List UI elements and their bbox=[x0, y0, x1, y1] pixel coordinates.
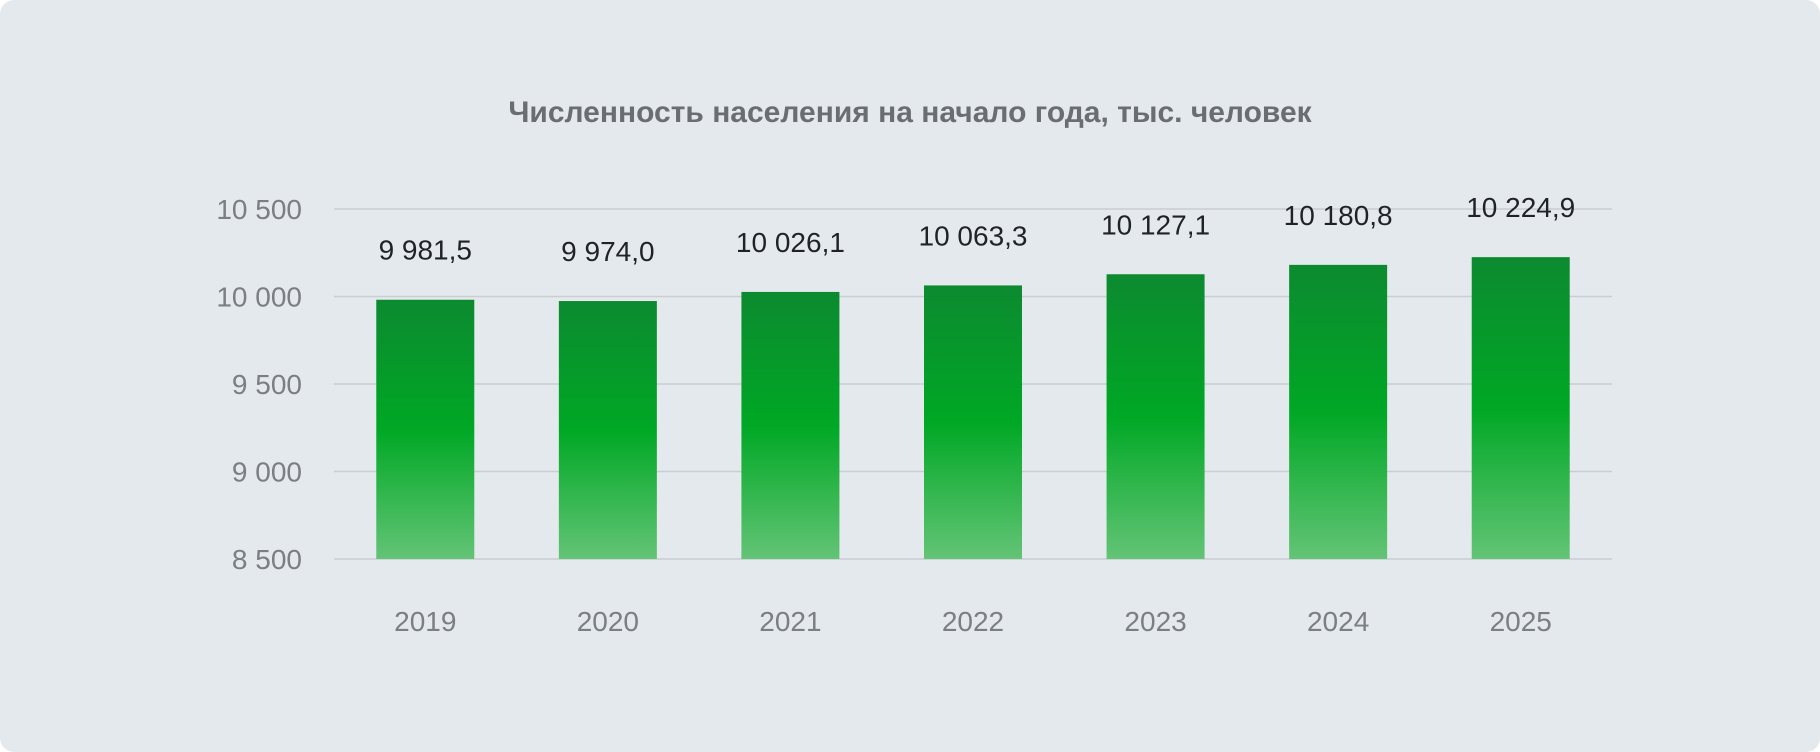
data-label-2022: 10 063,3 bbox=[919, 220, 1028, 251]
data-labels: 9 981,5 9 974,0 10 026,1 10 063,3 10 127,1 10… bbox=[379, 192, 1576, 267]
bar-2021 bbox=[741, 291, 840, 559]
data-label-2024: 10 180,8 bbox=[1284, 200, 1393, 231]
x-tick-label: 2020 bbox=[577, 606, 639, 637]
y-axis-ticks: 8 500 9 000 9 500 10 000 10 500 bbox=[216, 194, 302, 575]
x-axis-ticks: 2019 2020 2021 2022 2023 2024 2025 bbox=[394, 606, 1552, 637]
chart-title: Численность населения на начало года, ты… bbox=[508, 96, 1312, 129]
y-tick-label: 10 500 bbox=[216, 194, 302, 225]
x-tick-label: 2021 bbox=[759, 606, 821, 637]
data-label-2020: 9 974,0 bbox=[561, 236, 654, 267]
y-tick-label: 9 000 bbox=[232, 457, 302, 488]
x-tick-label: 2025 bbox=[1490, 606, 1552, 637]
y-tick-label: 10 000 bbox=[216, 282, 302, 313]
bar-2022 bbox=[924, 285, 1022, 559]
data-label-2021: 10 026,1 bbox=[736, 227, 845, 258]
x-tick-label: 2019 bbox=[394, 606, 456, 637]
bar-2019 bbox=[376, 299, 475, 559]
bar-2024 bbox=[1289, 264, 1388, 559]
x-tick-label: 2024 bbox=[1307, 606, 1369, 637]
y-tick-label: 9 500 bbox=[232, 369, 302, 400]
bar-2025 bbox=[1471, 257, 1570, 559]
bars bbox=[376, 257, 1570, 559]
x-tick-label: 2023 bbox=[1124, 606, 1186, 637]
data-label-2025: 10 224,9 bbox=[1466, 192, 1575, 223]
y-tick-label: 8 500 bbox=[232, 544, 302, 575]
data-label-2019: 9 981,5 bbox=[379, 235, 472, 266]
bar-2023 bbox=[1106, 274, 1205, 559]
bar-2020 bbox=[558, 301, 657, 559]
data-label-2023: 10 127,1 bbox=[1101, 209, 1210, 240]
x-tick-label: 2022 bbox=[942, 606, 1004, 637]
